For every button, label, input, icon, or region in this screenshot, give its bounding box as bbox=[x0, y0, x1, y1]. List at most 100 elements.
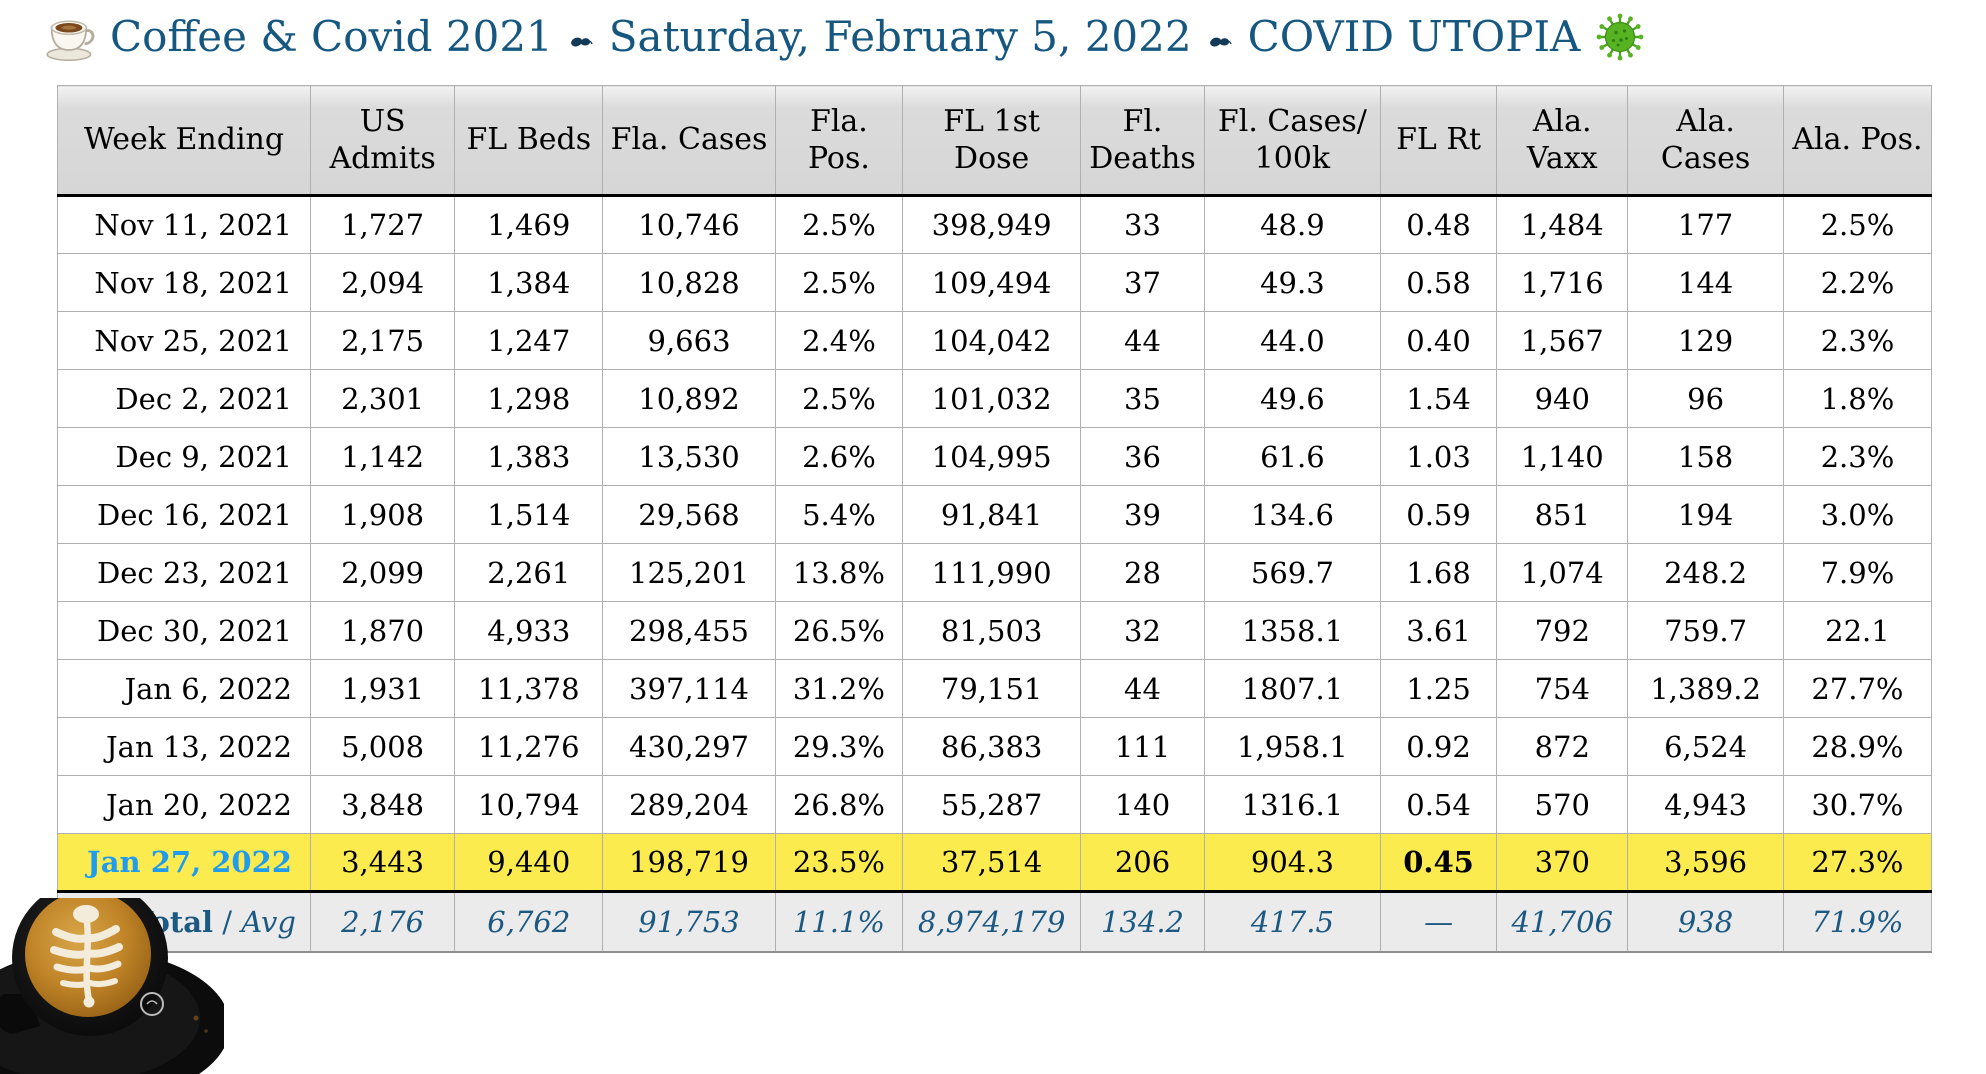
data-cell: 4,943 bbox=[1627, 775, 1784, 834]
data-cell: 7.9% bbox=[1782, 543, 1933, 602]
data-cell: 1316.1 bbox=[1203, 775, 1381, 834]
data-cell: 32 bbox=[1080, 601, 1205, 660]
data-cell: 37,514 bbox=[902, 833, 1082, 893]
column-header: FL Beds bbox=[454, 85, 604, 197]
column-header: Fla. Pos. bbox=[774, 85, 904, 197]
table-row: Nov 11, 2021 1,727 1,469 10,746 2.5% 398,949 3… bbox=[57, 195, 1933, 254]
title-part2: Saturday, February 5, 2022 bbox=[608, 12, 1192, 61]
data-cell: 3.61 bbox=[1379, 601, 1498, 660]
data-cell: 129 bbox=[1627, 311, 1784, 370]
covid-data-table: Week Ending US Admits FL Beds Fla. Cases Fla… bbox=[57, 85, 1933, 953]
data-cell: 10,892 bbox=[602, 369, 776, 428]
data-cell: 2.3% bbox=[1782, 311, 1933, 370]
data-cell: 29.3% bbox=[774, 717, 904, 776]
data-cell: 0.48 bbox=[1379, 195, 1498, 254]
data-cell: 2.6% bbox=[774, 427, 904, 486]
data-cell: 2.2% bbox=[1782, 253, 1933, 312]
data-cell: 4,933 bbox=[454, 601, 604, 660]
data-cell: 49.3 bbox=[1203, 253, 1381, 312]
data-cell: 6,524 bbox=[1627, 717, 1784, 776]
data-cell: 0.92 bbox=[1379, 717, 1498, 776]
data-cell: 1.03 bbox=[1379, 427, 1498, 486]
data-cell: 140 bbox=[1080, 775, 1205, 834]
hedera-ornament-icon bbox=[570, 37, 593, 47]
table-row: Jan 13, 2022 5,008 11,276 430,297 29.3% 86,38… bbox=[57, 717, 1933, 776]
data-cell: 44.0 bbox=[1203, 311, 1381, 370]
data-cell: 0.54 bbox=[1379, 775, 1498, 834]
data-cell: 1,727 bbox=[309, 195, 456, 254]
table-row: Dec 9, 2021 1,142 1,383 13,530 2.6% 104,995 36… bbox=[57, 427, 1933, 486]
data-cell: 1,958.1 bbox=[1203, 717, 1381, 776]
column-header: Ala. Pos. bbox=[1782, 85, 1933, 197]
data-cell: 29,568 bbox=[602, 485, 776, 544]
data-cell: 1,384 bbox=[454, 253, 604, 312]
data-cell: 904.3 bbox=[1203, 833, 1381, 893]
data-cell: 1.25 bbox=[1379, 659, 1498, 718]
table-row: Jan 27, 2022 3,443 9,440 198,719 23.5% 37,514… bbox=[57, 833, 1933, 893]
total-value-cell: 938 bbox=[1627, 891, 1784, 953]
week-ending-cell: Nov 25, 2021 bbox=[57, 311, 311, 370]
table-header-row: Week Ending US Admits FL Beds Fla. Cases Fla… bbox=[57, 85, 1933, 197]
data-cell: 27.3% bbox=[1782, 833, 1933, 893]
virus-icon bbox=[1596, 13, 1644, 60]
data-cell: 30.7% bbox=[1782, 775, 1933, 834]
hedera-ornament-icon bbox=[1209, 37, 1232, 47]
title-part1: Coffee & Covid 2021 bbox=[110, 12, 553, 61]
table-row: Dec 23, 2021 2,099 2,261 125,201 13.8% 111,99… bbox=[57, 543, 1933, 602]
table-row: Dec 30, 2021 1,870 4,933 298,455 26.5% 81,503… bbox=[57, 601, 1933, 660]
week-ending-cell: Jan 6, 2022 bbox=[57, 659, 311, 718]
data-cell: 1.8% bbox=[1782, 369, 1933, 428]
data-cell: 79,151 bbox=[902, 659, 1082, 718]
data-cell: 33 bbox=[1080, 195, 1205, 254]
data-cell: 11,276 bbox=[454, 717, 604, 776]
data-cell: 2.3% bbox=[1782, 427, 1933, 486]
week-ending-cell: Jan 20, 2022 bbox=[57, 775, 311, 834]
data-cell: 569.7 bbox=[1203, 543, 1381, 602]
data-cell: 49.6 bbox=[1203, 369, 1381, 428]
data-cell: 0.59 bbox=[1379, 485, 1498, 544]
data-cell: 10,828 bbox=[602, 253, 776, 312]
data-cell: 1,931 bbox=[309, 659, 456, 718]
column-header: US Admits bbox=[309, 85, 456, 197]
data-cell: 101,032 bbox=[902, 369, 1082, 428]
week-ending-cell: Dec 9, 2021 bbox=[57, 427, 311, 486]
title-part3: COVID UTOPIA bbox=[1247, 12, 1581, 61]
data-cell: 177 bbox=[1627, 195, 1784, 254]
data-cell: 289,204 bbox=[602, 775, 776, 834]
total-value-cell: 134.2 bbox=[1080, 891, 1205, 953]
data-cell: 81,503 bbox=[902, 601, 1082, 660]
column-header: Fl. Deaths bbox=[1080, 85, 1205, 197]
data-cell: 940 bbox=[1496, 369, 1629, 428]
data-cell: 194 bbox=[1627, 485, 1784, 544]
total-value-cell: 2,176 bbox=[309, 891, 456, 953]
total-value-cell: 91,753 bbox=[602, 891, 776, 953]
data-cell: 10,746 bbox=[602, 195, 776, 254]
data-cell: 2.5% bbox=[774, 369, 904, 428]
data-cell: 55,287 bbox=[902, 775, 1082, 834]
data-cell: 397,114 bbox=[602, 659, 776, 718]
data-cell: 28 bbox=[1080, 543, 1205, 602]
table-row: Jan 6, 2022 1,931 11,378 397,114 31.2% 79,151… bbox=[57, 659, 1933, 718]
data-cell: 851 bbox=[1496, 485, 1629, 544]
week-ending-cell: Dec 16, 2021 bbox=[57, 485, 311, 544]
coffee-cup-icon bbox=[46, 20, 95, 61]
data-cell: 5.4% bbox=[774, 485, 904, 544]
table-container: Week Ending US Admits FL Beds Fla. Cases Fla… bbox=[57, 85, 1933, 953]
week-ending-cell: Nov 11, 2021 bbox=[57, 195, 311, 254]
data-cell: 26.5% bbox=[774, 601, 904, 660]
data-cell: 10,794 bbox=[454, 775, 604, 834]
data-cell: 111,990 bbox=[902, 543, 1082, 602]
data-cell: 248.2 bbox=[1627, 543, 1784, 602]
page-title: Coffee & Covid 2021 Saturday, February 5… bbox=[44, 12, 1646, 61]
data-cell: 2,301 bbox=[309, 369, 456, 428]
data-cell: 3,443 bbox=[309, 833, 456, 893]
data-cell: 1,567 bbox=[1496, 311, 1629, 370]
data-cell: 28.9% bbox=[1782, 717, 1933, 776]
week-ending-cell: Dec 2, 2021 bbox=[57, 369, 311, 428]
data-cell: 2,261 bbox=[454, 543, 604, 602]
data-cell: 370 bbox=[1496, 833, 1629, 893]
data-cell: 44 bbox=[1080, 311, 1205, 370]
total-value-cell: 11.1% bbox=[774, 891, 904, 953]
data-cell: 1,142 bbox=[309, 427, 456, 486]
total-value-cell: 417.5 bbox=[1203, 891, 1381, 953]
